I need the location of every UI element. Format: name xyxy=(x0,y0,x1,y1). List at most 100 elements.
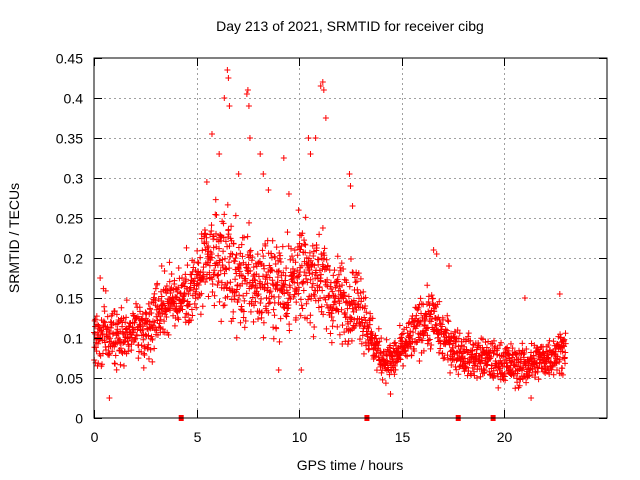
data-point xyxy=(456,330,463,337)
data-point xyxy=(305,262,312,269)
data-point xyxy=(387,342,394,349)
data-point xyxy=(210,244,217,251)
data-point xyxy=(273,325,280,332)
data-point xyxy=(205,293,212,300)
data-point xyxy=(161,302,168,309)
data-point xyxy=(132,335,139,342)
data-point xyxy=(316,283,323,290)
data-point xyxy=(232,212,239,219)
data-point xyxy=(266,274,273,281)
data-point xyxy=(113,366,120,373)
data-point xyxy=(420,347,427,354)
data-point xyxy=(163,314,170,321)
data-point xyxy=(135,355,142,362)
data-point-peak xyxy=(319,79,326,85)
data-point xyxy=(300,287,307,294)
data-point xyxy=(473,374,480,381)
data-point xyxy=(455,335,462,342)
data-point xyxy=(521,349,528,356)
data-point xyxy=(199,303,206,310)
data-point xyxy=(394,355,401,362)
data-point xyxy=(171,277,178,284)
data-point xyxy=(465,330,472,337)
data-point xyxy=(447,369,454,376)
data-point xyxy=(268,250,275,257)
data-point xyxy=(292,314,299,321)
data-point xyxy=(141,343,148,350)
data-point xyxy=(340,266,347,273)
data-point xyxy=(223,266,230,273)
data-point xyxy=(425,337,432,344)
data-point xyxy=(340,295,347,302)
data-point xyxy=(462,363,469,370)
data-point xyxy=(316,231,323,238)
data-point xyxy=(232,276,239,283)
data-point xyxy=(432,303,439,310)
data-point xyxy=(319,287,326,294)
y-tick-label: 0.45 xyxy=(56,51,83,67)
x-tick-label: 0 xyxy=(91,429,99,445)
data-point xyxy=(170,299,177,306)
data-point xyxy=(171,322,178,329)
y-tick-label: 0.25 xyxy=(56,211,83,227)
data-point-peak xyxy=(221,95,228,101)
data-point xyxy=(427,311,434,318)
data-point xyxy=(369,315,376,322)
data-point xyxy=(283,265,290,272)
data-point xyxy=(183,276,190,283)
data-point xyxy=(191,300,198,307)
data-point xyxy=(200,264,207,271)
data-point xyxy=(444,327,451,334)
data-point xyxy=(258,309,265,316)
data-point xyxy=(285,302,292,309)
data-point xyxy=(272,261,279,268)
data-point xyxy=(212,196,219,203)
data-point xyxy=(307,257,314,264)
data-point xyxy=(197,311,204,318)
data-point xyxy=(148,333,155,340)
data-point xyxy=(553,366,560,373)
data-point-peak xyxy=(307,151,314,157)
data-point xyxy=(194,259,201,266)
data-point xyxy=(392,359,399,366)
data-point xyxy=(491,372,498,379)
y-tick-label: 0.35 xyxy=(56,131,83,147)
data-point xyxy=(112,360,119,367)
data-point xyxy=(373,367,380,374)
data-point xyxy=(241,234,248,241)
data-point xyxy=(309,271,316,278)
data-point xyxy=(134,313,141,320)
data-point xyxy=(193,285,200,292)
data-point xyxy=(562,330,569,337)
data-point-peak xyxy=(245,103,252,109)
data-point-peak xyxy=(224,67,231,73)
data-point xyxy=(95,360,102,367)
data-point xyxy=(380,356,387,363)
data-point xyxy=(516,382,523,389)
data-point xyxy=(328,339,335,346)
data-point xyxy=(254,292,261,299)
data-point xyxy=(107,335,114,342)
data-point xyxy=(122,319,129,326)
data-point xyxy=(335,308,342,315)
data-point xyxy=(246,248,253,255)
data-point xyxy=(288,253,295,260)
data-point xyxy=(302,214,309,221)
data-point xyxy=(225,259,232,266)
data-point xyxy=(545,341,552,348)
data-point xyxy=(107,318,114,325)
data-point xyxy=(559,365,566,372)
data-point xyxy=(143,310,150,317)
data-point xyxy=(240,292,247,299)
data-point xyxy=(436,337,443,344)
data-point xyxy=(254,251,261,258)
data-point xyxy=(562,340,569,347)
data-point-peak xyxy=(521,295,528,301)
data-point xyxy=(118,304,125,311)
data-point xyxy=(556,356,563,363)
data-point xyxy=(483,362,490,369)
data-point xyxy=(273,282,280,289)
data-points xyxy=(91,67,569,401)
data-point xyxy=(375,342,382,349)
data-point xyxy=(130,312,137,319)
